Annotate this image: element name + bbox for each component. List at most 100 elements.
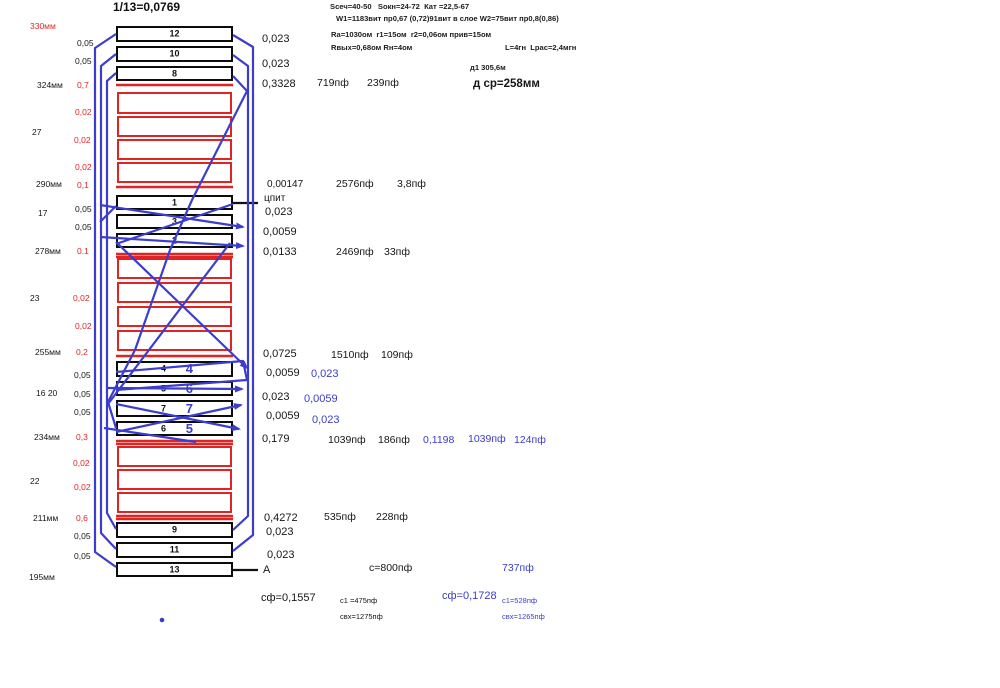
capacitance-value: 2469пф: [336, 246, 374, 258]
coupling-coefficient-value: 0,023: [262, 58, 290, 70]
coupling-coefficient-value: 0,023: [312, 414, 340, 426]
winding-section-1: 1: [116, 195, 233, 210]
gap-value: 0,05: [74, 389, 91, 399]
blue-wire: [107, 242, 231, 405]
gap-value: 0,02: [74, 135, 91, 145]
blue-ink-dot: [159, 617, 165, 623]
blue-wire: [115, 402, 241, 432]
gap-value: 0.1: [77, 246, 89, 256]
dimension-label: 211мм: [33, 513, 59, 523]
terminal-label: цпит: [264, 193, 286, 204]
gap-value: 0,2: [76, 347, 88, 357]
blue-wire: [99, 235, 245, 250]
coupling-coefficient-value: 0,023: [262, 33, 290, 45]
capacitance-value: 124пф: [514, 434, 546, 446]
red-coil-rect: [117, 306, 232, 327]
capacitance-value: 1039пф: [468, 433, 506, 445]
blue-wire: [115, 241, 249, 370]
blue-wire: [99, 205, 117, 223]
info-line-output: Rвых=0,68ом Rн=4ом: [331, 43, 413, 52]
section-number: 12: [169, 28, 180, 39]
section-number: 7: [160, 403, 166, 414]
gap-value: 0,1: [77, 180, 89, 190]
dimension-label: 17: [38, 208, 48, 218]
section-number-alt-blue: 4: [185, 361, 194, 377]
capacitance-value: с1=528пф: [502, 596, 538, 605]
section-number: 6: [160, 423, 166, 434]
gap-value: 0,05: [75, 56, 92, 66]
gap-value: 0,05: [74, 407, 91, 417]
winding-section-8: 8: [116, 66, 233, 81]
blue-wire: [106, 385, 244, 393]
capacitance-value: 535пф: [324, 511, 356, 523]
section-number-alt-blue: 7: [185, 400, 194, 416]
info-line-turns: W1=1183вит пр0,67 (0,72)91вит в слое W2=…: [336, 14, 559, 23]
gap-value: 0,6: [76, 513, 88, 523]
info-line-resist: Rа=1030ом r1=15ом r2=0,06ом прив=15ом: [331, 30, 492, 39]
dimension-label: 234мм: [34, 432, 60, 442]
gap-value: 0,7: [77, 80, 89, 90]
red-coil-rect: [117, 162, 232, 183]
red-coil-rect: [117, 330, 232, 351]
coupling-coefficient-value: 0,023: [262, 391, 290, 403]
dimension-label: 324мм: [37, 80, 63, 90]
section-number: 13: [169, 564, 180, 575]
blue-wire: [99, 53, 117, 550]
capacitance-value: 33пф: [384, 246, 411, 258]
red-coil-rect: [117, 446, 232, 467]
coupling-coefficient-value: сф=0,1557: [261, 592, 316, 604]
winding-section-3: 3: [116, 214, 233, 229]
section-number-alt-blue: 5: [185, 420, 194, 436]
blue-wire: [93, 33, 117, 568]
blue-wire: [105, 72, 117, 530]
capacitance-value: 3,8пф: [397, 178, 426, 190]
blue-wire: [115, 202, 234, 246]
section-number: 1: [171, 197, 177, 208]
red-coil-rect: [117, 139, 232, 160]
coupling-coefficient-value: 0,3328: [262, 78, 296, 90]
gap-value: 0,05: [74, 531, 91, 541]
capacitance-value: 2576пф: [336, 178, 374, 190]
capacitance-value: 228пф: [376, 511, 408, 523]
gap-value: 0,02: [73, 458, 90, 468]
section-number: 10: [169, 48, 180, 59]
capacitance-value: с=800пф: [369, 562, 413, 574]
dimension-label: 23: [30, 293, 40, 303]
coupling-coefficient-value: 0,0059: [266, 410, 300, 422]
gap-value: 0,02: [75, 107, 92, 117]
gap-value: 0,02: [75, 162, 92, 172]
coupling-coefficient-value: 0,023: [266, 526, 294, 538]
blue-wire: [232, 54, 250, 531]
dimension-label: 330мм: [30, 21, 56, 31]
capacitance-value: свх=1275пф: [340, 612, 383, 621]
capacitance-value: 1510пф: [331, 349, 369, 361]
winding-section-10: 10: [116, 46, 233, 62]
gap-value: 0,05: [74, 370, 91, 380]
capacitance-value: 0,1198: [423, 434, 455, 446]
coupling-coefficient-value: 0,00147: [267, 179, 304, 190]
coupling-coefficient-value: 0,0725: [263, 348, 297, 360]
blue-wire: [106, 75, 249, 429]
dimension-label: 255мм: [35, 347, 61, 357]
blue-wire: [115, 403, 243, 434]
gap-value: 0,05: [75, 222, 92, 232]
section-number: 11: [169, 544, 180, 555]
info-line-sections: Sсеч=40-50 Sокн=24-72 Кат =22,5-67: [330, 2, 470, 11]
coupling-coefficient-value: 0,0133: [263, 246, 297, 258]
coupling-coefficient-value: 0,0059: [263, 226, 297, 238]
winding-section-9: 9: [116, 522, 233, 538]
terminal-label: А: [263, 564, 271, 576]
coupling-coefficient-value: 0,179: [262, 433, 290, 445]
winding-section-11: 11: [116, 542, 233, 558]
gap-value: 0,05: [74, 551, 91, 561]
gap-value: 0,02: [75, 321, 92, 331]
blue-wire: [232, 34, 255, 552]
dimension-label: 278мм: [35, 246, 61, 256]
winding-section-12: 12: [116, 26, 233, 42]
gap-value: 0,05: [75, 204, 92, 214]
dimension-label: 16 20: [36, 388, 58, 398]
capacitance-value: 719пф: [317, 77, 349, 89]
capacitance-value: 109пф: [381, 349, 413, 361]
section-number: 3: [171, 216, 177, 227]
